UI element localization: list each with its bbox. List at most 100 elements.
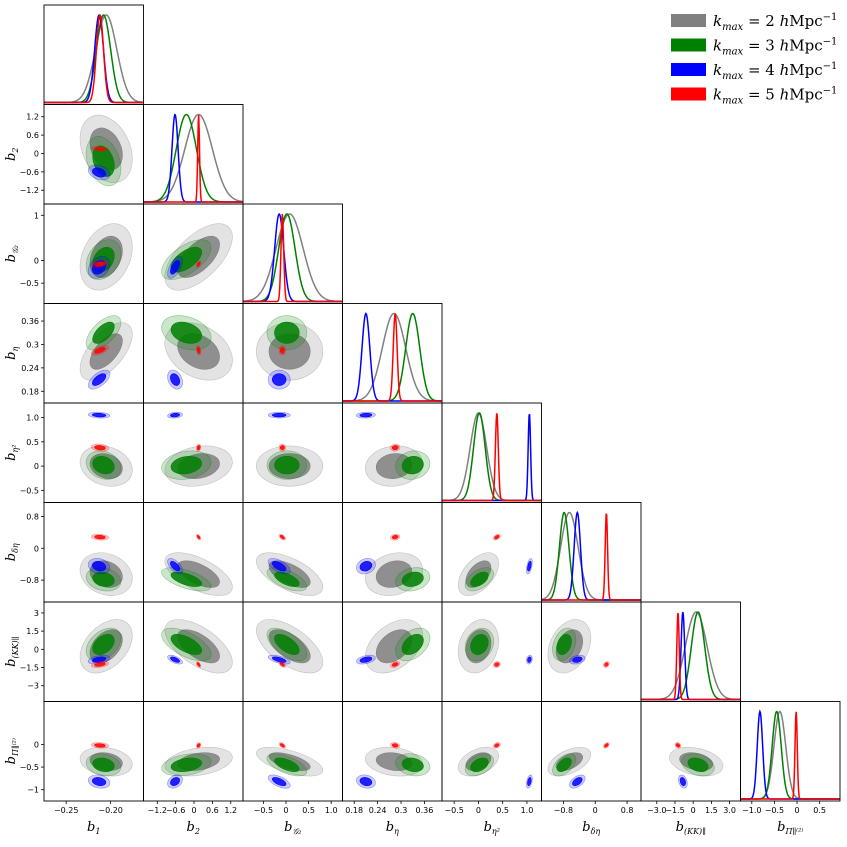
contour-68-bPi-beta-kmax-3 — [401, 757, 424, 772]
y-tick-label-beta2: 0.5 — [26, 438, 39, 447]
contour-68-bKK-beta2-kmax-4 — [527, 656, 532, 663]
panel-bKK-beta2 — [457, 619, 533, 674]
y-tick-label-bKK: 0 — [34, 645, 39, 654]
x-tick-label-bG2: 0.5 — [302, 806, 315, 815]
marginal-bG2-kmax-4 — [243, 213, 343, 303]
x-tick-label-b2: −0.6 — [166, 806, 185, 815]
x-tick-label-bKK: 1.5 — [705, 806, 718, 815]
contour-68-bdeltaeta-beta-kmax-3 — [401, 571, 424, 587]
contour-68-bPi-bKK-kmax-5 — [675, 743, 681, 748]
contour-68-bPi-b2-kmax-5 — [196, 743, 201, 748]
y-tick-label-bPi: −1 — [27, 786, 39, 795]
x-tick-label-beta: 0.24 — [369, 806, 387, 815]
panel-bKK-b2 — [161, 619, 233, 674]
x-tick-label-bPi: 0 — [794, 806, 799, 815]
contour-68-bKK-bG2-kmax-4 — [272, 656, 287, 663]
legend-label-kmax-2: kmax = 2 hMpc−1 — [713, 12, 837, 33]
x-tick-label-bdeltaeta: 0 — [593, 806, 598, 815]
contour-68-bPi-beta2-kmax-4 — [527, 777, 532, 786]
panel-b1-b1 — [44, 14, 144, 104]
x-tick-label-bKK: 0 — [691, 806, 696, 815]
y-tick-label-b2: 0 — [34, 149, 39, 158]
contour-68-bKK-bdeltaeta-kmax-3 — [556, 634, 572, 655]
panel-bPi-bdeltaeta — [547, 742, 610, 789]
contour-68-bdeltaeta-b1-kmax-4 — [92, 561, 107, 572]
y-tick-label-b2: 0.6 — [26, 131, 39, 140]
contour-68-bPi-b1-kmax-5 — [94, 743, 106, 748]
panel-beta-beta — [342, 312, 442, 402]
y-axis-label-bG2: b𝒢₂ — [4, 245, 20, 262]
panel-bPi-beta2 — [457, 742, 533, 789]
x-tick-label-bdeltaeta: −0.8 — [554, 806, 573, 815]
x-tick-label-b2: 1.2 — [224, 806, 237, 815]
marginal-b1-kmax-5 — [44, 14, 144, 104]
contour-68-bdeltaeta-bG2-kmax-5 — [279, 535, 285, 540]
contour-68-beta-b1-kmax-4 — [92, 373, 107, 386]
contour-68-beta-bG2-kmax-5 — [279, 347, 285, 354]
contour-68-bKK-b2-kmax-3 — [170, 634, 203, 655]
panel-bdeltaeta-b2 — [161, 533, 233, 596]
contour-68-bdeltaeta-b1-kmax-5 — [94, 535, 106, 540]
contour-68-bKK-beta-kmax-5 — [391, 662, 399, 667]
contour-68-beta-b1-kmax-5 — [94, 347, 106, 354]
x-tick-label-beta2: −0.5 — [444, 806, 463, 815]
legend-swatch-kmax-3 — [671, 38, 706, 52]
marginal-bG2-kmax-3 — [243, 213, 343, 303]
contour-68-beta-b2-kmax-5 — [196, 347, 201, 354]
y-tick-label-bdeltaeta: −0.8 — [20, 576, 39, 585]
contour-68-bdeltaeta-b2-kmax-4 — [170, 561, 180, 572]
contour-68-bPi-beta-kmax-5 — [391, 743, 399, 748]
y-tick-label-bdeltaeta: 0.8 — [26, 512, 39, 521]
panel-bKK-b1 — [79, 619, 133, 674]
y-tick-label-bKK: 1.5 — [26, 627, 39, 636]
y-tick-label-b2: −0.6 — [20, 168, 39, 177]
y-axis-label-beta: bη — [4, 346, 20, 359]
x-tick-label-bG2: −0.5 — [254, 806, 273, 815]
y-tick-label-bPi: 0 — [34, 740, 39, 749]
y-axis-label-bKK: b(KK)∥ — [4, 637, 20, 667]
y-tick-label-bKK: 3 — [34, 609, 39, 618]
marginal-bG2-kmax-2 — [243, 213, 343, 303]
contour-68-bdeltaeta-bG2-kmax-3 — [274, 571, 300, 587]
marginal-bPi-kmax-5 — [740, 711, 840, 800]
marginal-bdeltaeta-kmax-2 — [541, 511, 641, 601]
x-tick-label-b1: −0.25 — [54, 806, 79, 815]
contour-68-beta2-b1-kmax-5 — [94, 445, 106, 451]
marginal-bdeltaeta-kmax-3 — [541, 511, 641, 601]
contour-68-beta2-bG2-kmax-4 — [272, 412, 287, 418]
contour-68-bdeltaeta-beta2-kmax-4 — [527, 561, 532, 572]
panel-beta2-beta2 — [442, 412, 542, 502]
contour-68-beta-b2-kmax-4 — [170, 373, 180, 386]
y-tick-label-beta: 0.3 — [26, 340, 39, 349]
x-tick-label-beta: 0.3 — [395, 806, 408, 815]
contour-68-bPi-bKK-kmax-4 — [679, 777, 686, 786]
panel-frame-bPi-bPi — [740, 701, 841, 802]
y-axis-label-b2: b2 — [4, 148, 20, 161]
contour-68-bPi-beta2-kmax-3 — [470, 757, 489, 772]
contour-68-beta2-bG2-kmax-5 — [279, 445, 285, 451]
contour-68-bKK-bdeltaeta-kmax-4 — [572, 656, 583, 663]
marginal-beta-kmax-2 — [342, 312, 442, 402]
x-tick-label-beta: 0.36 — [416, 806, 434, 815]
contour-68-beta2-b2-kmax-4 — [170, 412, 180, 418]
panel-beta2-b1 — [79, 411, 133, 487]
x-axis-label-beta2: bη² — [484, 820, 500, 836]
y-tick-label-bG2: 0 — [34, 257, 39, 266]
panel-bPi-b1 — [79, 742, 133, 789]
y-axis-label-bPi: bΠ∥⁽²⁾ — [4, 738, 20, 764]
contour-68-beta2-b1-kmax-4 — [92, 412, 107, 418]
contour-68-bG2-b1-kmax-5 — [94, 261, 106, 267]
marginal-bPi-kmax-4 — [740, 709, 840, 800]
x-axis-label-b1: b1 — [87, 820, 100, 836]
contour-68-bKK-bG2-kmax-3 — [274, 634, 300, 655]
x-axis-label-bdeltaeta: bδη — [582, 820, 600, 836]
x-tick-label-bdeltaeta: 0.8 — [621, 806, 634, 815]
contour-68-bPi-bKK-kmax-3 — [687, 757, 709, 772]
marginal-beta2-kmax-4 — [442, 413, 542, 502]
panel-bKK-bKK — [641, 611, 741, 701]
contour-68-bdeltaeta-beta-kmax-5 — [391, 535, 399, 540]
x-tick-label-bPi: 0.5 — [813, 806, 826, 815]
y-tick-label-beta: 0.24 — [21, 364, 39, 373]
contour-68-bPi-b2-kmax-4 — [170, 777, 180, 786]
contour-68-bdeltaeta-beta-kmax-4 — [359, 561, 373, 572]
